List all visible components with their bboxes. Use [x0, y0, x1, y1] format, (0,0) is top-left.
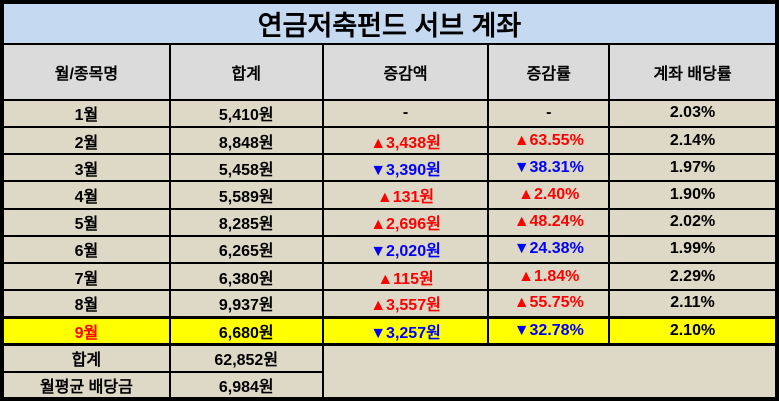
table-row-highlighted: 9월 6,680원 ▼3,257원 ▼32.78% 2.10%: [1, 315, 778, 347]
summary-total-row: 합계 62,852원: [1, 343, 779, 401]
table-row: 3월 5,458원 ▼3,390원 ▼38.31% 1.97%: [1, 153, 778, 183]
dividend-rate-cell: 1.90%: [608, 180, 778, 210]
total-cell: 9,937원: [168, 289, 324, 319]
change-amount-cell: -: [321, 98, 490, 128]
month-cell: 4월: [1, 180, 171, 210]
month-cell: 8월: [1, 289, 171, 319]
table-row: 5월 8,285원 ▲2,696원 ▲48.24% 2.02%: [1, 207, 778, 237]
page-title: 연금저축펀드 서브 계좌: [1, 0, 778, 46]
change-amount-cell: ▲3,438원: [321, 125, 490, 156]
total-cell: 8,848원: [168, 125, 324, 156]
table-row: 7월 6,380원 ▲115원 ▲1.84% 2.29%: [1, 261, 778, 292]
month-cell: 7월: [1, 261, 171, 292]
total-cell: 6,680원: [168, 315, 324, 347]
header-change-amount: 증감액: [321, 43, 490, 101]
change-rate-cell: ▲1.84%: [487, 261, 611, 292]
change-amount-cell: ▼2,020원: [321, 234, 490, 264]
title-row: 연금저축펀드 서브 계좌: [1, 0, 778, 46]
change-amount-cell: ▲2,696원: [321, 207, 490, 237]
total-cell: 6,380원: [168, 261, 324, 292]
dividend-rate-cell: 2.02%: [608, 207, 778, 237]
change-rate-cell: ▼24.38%: [487, 234, 611, 264]
change-amount-cell: ▼3,257원: [321, 315, 490, 347]
dividend-rate-cell: 2.11%: [608, 289, 778, 319]
header-change-rate: 증감률: [487, 43, 611, 101]
month-cell: 5월: [1, 207, 171, 237]
total-cell: 5,589원: [168, 180, 324, 210]
change-rate-cell: ▲48.24%: [487, 207, 611, 237]
change-amount-cell: ▲115원: [321, 261, 490, 292]
monthly-avg-value: 6,984원: [168, 370, 324, 401]
table-row: 8월 9,937원 ▲3,557원 ▲55.75% 2.11%: [1, 289, 778, 319]
change-rate-cell: -: [487, 98, 611, 128]
month-cell: 9월: [1, 315, 171, 347]
total-cell: 5,410원: [168, 98, 324, 128]
monthly-avg-label: 월평균 배당금: [1, 370, 171, 401]
change-rate-cell: ▲2.40%: [487, 180, 611, 210]
empty-gray-block: [321, 343, 779, 401]
summary-total-value: 62,852원: [168, 343, 324, 373]
header-dividend-rate: 계좌 배당률: [608, 43, 778, 101]
month-cell: 2월: [1, 125, 171, 156]
change-amount-cell: ▲3,557원: [321, 289, 490, 319]
dividend-rate-cell: 2.03%: [608, 98, 778, 128]
month-cell: 6월: [1, 234, 171, 264]
dividend-rate-cell: 2.14%: [608, 125, 778, 156]
change-rate-cell: ▼32.78%: [487, 315, 611, 347]
dividend-rate-cell: 2.29%: [608, 261, 778, 292]
dividend-rate-cell: 1.99%: [608, 234, 778, 264]
change-amount-cell: ▲131원: [321, 180, 490, 210]
header-total: 합계: [168, 43, 324, 101]
table-row: 1월 5,410원 - - 2.03%: [1, 98, 778, 128]
change-amount-cell: ▼3,390원: [321, 153, 490, 183]
change-rate-cell: ▲55.75%: [487, 289, 611, 319]
table-header-row: 월/종목명 합계 증감액 증감률 계좌 배당률: [1, 43, 778, 101]
change-rate-cell: ▲63.55%: [487, 125, 611, 156]
header-month: 월/종목명: [1, 43, 171, 101]
month-cell: 1월: [1, 98, 171, 128]
table-row: 2월 8,848원 ▲3,438원 ▲63.55% 2.14%: [1, 125, 778, 156]
dividend-rate-cell: 2.10%: [608, 315, 778, 347]
table-row: 4월 5,589원 ▲131원 ▲2.40% 1.90%: [1, 180, 778, 210]
total-cell: 6,265원: [168, 234, 324, 264]
summary-total-label: 합계: [1, 343, 171, 373]
dividend-rate-cell: 1.97%: [608, 153, 778, 183]
total-cell: 5,458원: [168, 153, 324, 183]
total-cell: 8,285원: [168, 207, 324, 237]
table-row: 6월 6,265원 ▼2,020원 ▼24.38% 1.99%: [1, 234, 778, 264]
month-cell: 3월: [1, 153, 171, 183]
summary-monthly-avg-row: 월평균 배당금 6,984원: [1, 370, 777, 401]
change-rate-cell: ▼38.31%: [487, 153, 611, 183]
